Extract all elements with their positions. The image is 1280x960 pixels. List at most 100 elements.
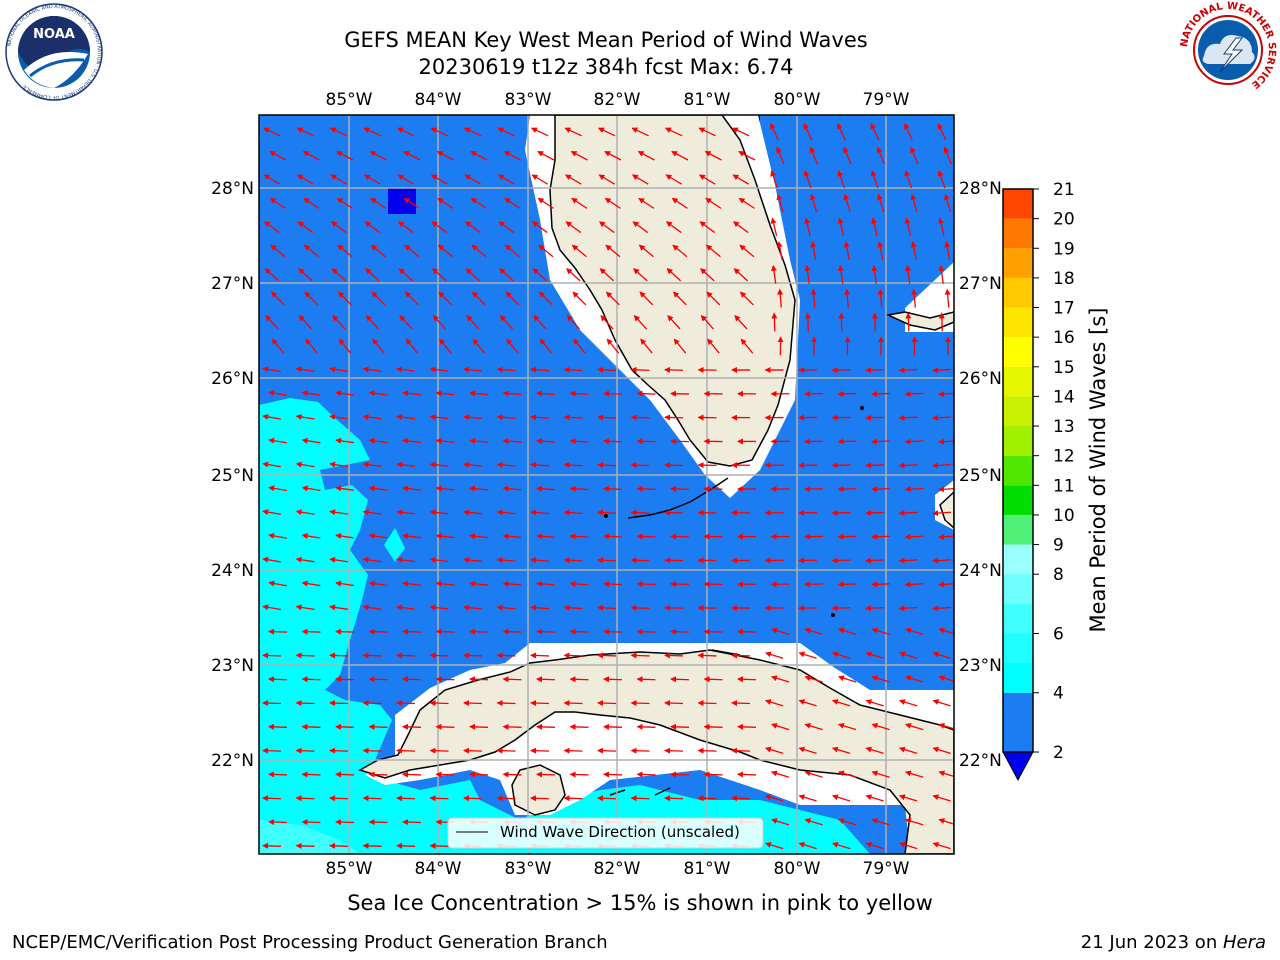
wind-wave-arrow (435, 676, 455, 683)
wind-wave-arrow (939, 867, 956, 872)
wind-wave-arrow (640, 338, 653, 354)
wind-wave-arrow (429, 842, 449, 849)
wind-wave-arrow (463, 509, 483, 516)
wind-wave-arrow (329, 556, 348, 563)
wind-wave-arrow (405, 338, 419, 354)
wind-wave-arrow (810, 241, 817, 260)
wind-wave-arrow (871, 217, 878, 237)
colorbar-segment (1003, 544, 1033, 575)
wind-wave-arrow (837, 770, 857, 778)
wind-wave-arrow (502, 485, 522, 492)
wind-wave-arrow (798, 651, 817, 659)
wind-wave-arrow (638, 197, 655, 209)
wind-wave-arrow (876, 146, 885, 165)
wind-wave-arrow (731, 795, 751, 802)
wind-wave-arrow (603, 676, 623, 683)
colorbar-segment (1003, 218, 1033, 249)
wind-wave-arrow (630, 652, 650, 659)
wind-wave-arrow (530, 795, 550, 802)
wind-wave-arrow (295, 366, 315, 373)
wind-wave-arrow (871, 486, 891, 493)
wind-wave-arrow (639, 291, 654, 306)
wind-wave-arrow (538, 244, 554, 258)
wind-wave-arrow (777, 288, 784, 308)
wind-wave-arrow (502, 580, 522, 587)
wind-wave-arrow (262, 842, 282, 849)
colorbar-segment (1003, 574, 1033, 604)
wind-wave-arrow (530, 127, 549, 137)
wind-wave-arrow (435, 390, 455, 397)
wind-wave-arrow (865, 746, 884, 755)
wind-wave-arrow (270, 291, 285, 306)
wind-wave-arrow (837, 722, 857, 731)
wind-wave-arrow (396, 652, 416, 659)
wind-wave-arrow (597, 557, 617, 564)
wind-wave-arrow (831, 367, 851, 374)
wind-wave-arrow (262, 127, 281, 137)
colorbar-tick-label: 4 (1053, 684, 1064, 704)
wind-wave-arrow (464, 174, 482, 185)
wind-wave-arrow (632, 221, 649, 234)
wind-wave-arrow (435, 628, 455, 635)
wind-wave-arrow (831, 746, 851, 755)
wind-wave-arrow (704, 151, 722, 161)
wind-wave-arrow (637, 151, 655, 161)
legend-label: Wind Wave Direction (unscaled) (500, 823, 740, 841)
wind-wave-arrow (539, 338, 553, 354)
wind-wave-arrow (335, 485, 354, 492)
wind-wave-arrow (598, 221, 615, 234)
wind-wave-arrow (370, 244, 386, 258)
wind-wave-arrow (776, 241, 783, 260)
wind-wave-arrow (329, 842, 349, 849)
wind-wave-arrow (404, 291, 419, 306)
wind-wave-arrow (262, 747, 282, 754)
wind-wave-arrow (295, 414, 315, 420)
wind-wave-arrow (296, 127, 314, 137)
wind-wave-arrow (904, 533, 924, 540)
map-legend: Wind Wave Direction (unscaled) (447, 817, 764, 849)
wind-wave-arrow (429, 556, 449, 563)
wind-wave-arrow (932, 699, 951, 707)
wind-wave-arrow (605, 244, 621, 258)
wind-wave-arrow (770, 170, 779, 189)
wind-wave-arrow (932, 414, 952, 421)
footer-branch: NCEP/EMC/Verification Post Processing Pr… (12, 932, 608, 953)
wind-wave-arrow (630, 557, 650, 564)
wind-wave-arrow (269, 197, 286, 209)
wind-wave-arrow (597, 604, 617, 611)
wind-wave-arrow (569, 676, 589, 683)
wind-wave-arrow (672, 244, 688, 258)
wind-wave-arrow (831, 509, 851, 516)
wind-wave-arrow (571, 869, 589, 870)
wind-wave-arrow (336, 197, 353, 209)
wind-wave-arrow (764, 651, 784, 659)
wind-wave-arrow (397, 221, 414, 234)
wind-wave-arrow (798, 794, 817, 802)
lat-tick-label: 24°N (211, 561, 254, 581)
lon-tick-label: 81°W (684, 859, 731, 879)
wind-wave-arrow (362, 652, 382, 659)
wind-wave-arrow (498, 221, 515, 234)
wind-wave-arrow (396, 700, 416, 707)
wind-wave-arrow (898, 510, 918, 517)
wind-wave-arrow (938, 217, 945, 237)
wind-wave-arrow (598, 174, 616, 185)
wind-wave-arrow (530, 747, 550, 754)
wind-wave-arrow (262, 604, 281, 611)
wind-wave-arrow (329, 366, 348, 373)
lat-tick-label: 22°N (211, 751, 254, 771)
wind-wave-arrow (262, 366, 281, 373)
lat-tick-label: 26°N (211, 369, 254, 389)
wind-wave-arrow (605, 291, 620, 306)
colorbar-tick-label: 10 (1053, 506, 1075, 526)
wind-wave-arrow (295, 604, 315, 611)
wind-wave-arrow (362, 747, 382, 754)
wind-wave-arrow (335, 533, 354, 539)
wind-wave-arrow (502, 438, 522, 445)
wind-wave-arrow (402, 819, 422, 826)
wind-wave-arrow (944, 241, 951, 260)
wind-wave-arrow (910, 241, 917, 260)
wind-wave-arrow (563, 509, 583, 516)
wind-wave-arrow (396, 842, 416, 849)
wind-wave-arrow (597, 414, 617, 421)
